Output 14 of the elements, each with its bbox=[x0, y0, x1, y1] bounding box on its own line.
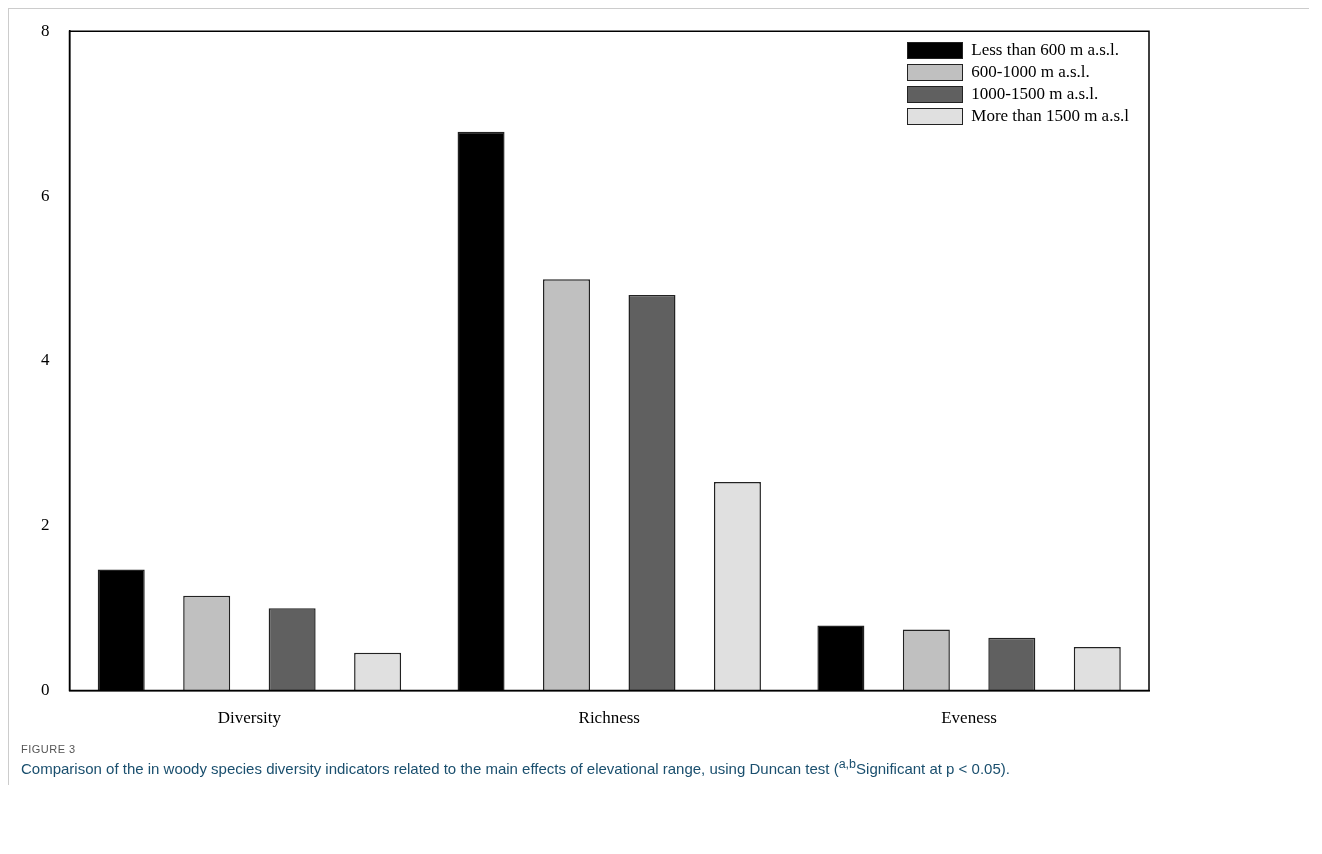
text: Comparison of the in woody species diversity indicators related to the main effects of elevational range, using Duncan test ($^{a,b}$Significant at p < 0.05). bbox=[21, 757, 1011, 777]
y-tick-label: 8 bbox=[41, 20, 50, 40]
x-tick-label: Richness bbox=[578, 708, 640, 728]
y-tick-label: 2 bbox=[41, 515, 50, 535]
legend-label: More than 1500 m a.s.l bbox=[971, 105, 1129, 127]
legend-label: 1000-1500 m a.s.l. bbox=[971, 83, 1099, 105]
x-tick-label: Eveness bbox=[941, 708, 997, 728]
y-tick-label: 4 bbox=[41, 350, 50, 370]
caption: FIGURE 3 bbox=[21, 743, 77, 755]
y-tick-label: 6 bbox=[41, 185, 50, 205]
legend-label: Less than 600 m a.s.l. bbox=[971, 39, 1120, 61]
x-tick-label: Diversity bbox=[217, 708, 282, 728]
y-tick-label: 0 bbox=[41, 680, 50, 700]
legend-label: 600-1000 m a.s.l. bbox=[971, 61, 1090, 83]
